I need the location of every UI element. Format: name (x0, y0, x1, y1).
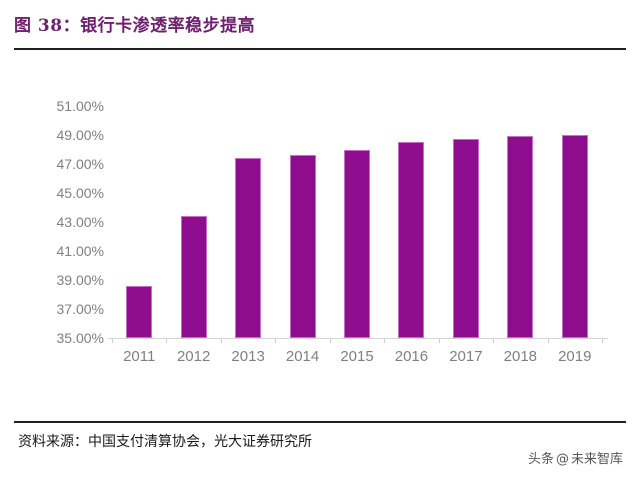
bar (289, 155, 316, 338)
x-axis-tick-label: 2018 (503, 348, 538, 365)
axis-tick-mark (220, 339, 222, 343)
axis-tick-mark (275, 339, 277, 343)
plot-area (112, 106, 602, 338)
axis-tick-mark (166, 339, 168, 343)
y-axis-tick-label: 51.00% (56, 98, 104, 114)
page-title: 图 38：银行卡渗透率稳步提高 (14, 16, 256, 36)
x-axis-tick-label: 2012 (176, 348, 211, 365)
axis-tick-mark (493, 339, 495, 343)
axis-tick-mark (384, 339, 386, 343)
source-text: 资料来源：中国支付清算协会，光大证券研究所 (18, 434, 312, 450)
axis-tick-mark (547, 339, 549, 343)
source-row: 资料来源：中国支付清算协会，光大证券研究所 (18, 430, 618, 460)
title-row: 图 38：银行卡渗透率稳步提高 (14, 14, 626, 44)
axis-tick-mark (438, 339, 440, 343)
y-axis-labels: 51.00% 49.00% 47.00% 45.00% 43.00% 41.00% 39.0… (36, 60, 104, 350)
x-axis-tick-label: 2017 (449, 348, 483, 365)
x-axis-tick-label: 2019 (558, 348, 592, 365)
y-axis-tick-label: 35.00% (56, 330, 104, 346)
bar (561, 135, 588, 338)
x-axis-labels: 2011 2012 2013 2014 2015 2016 2017 2018 2019 (112, 348, 602, 374)
x-axis-line (108, 338, 608, 339)
watermark-prefix: 头条 (527, 452, 554, 467)
watermark: 头条 @ 未来智库 (527, 448, 624, 467)
y-axis-tick-label: 47.00% (56, 156, 104, 172)
y-axis-tick-label: 39.00% (56, 272, 104, 288)
plot-wrapper: 51.00% 49.00% 47.00% 45.00% 43.00% 41.00% 39.0… (0, 60, 640, 405)
x-axis-tick-label: 2015 (340, 348, 374, 365)
bar (235, 158, 262, 338)
bar (507, 136, 534, 338)
bar (344, 149, 370, 338)
y-axis-tick-label: 37.00% (56, 301, 104, 317)
x-axis-tick-label: 2014 (285, 348, 320, 365)
axis-tick-mark (112, 339, 113, 343)
y-axis-tick-label: 49.00% (56, 127, 104, 143)
bar (398, 142, 425, 338)
watermark-name: 未来智库 (570, 452, 623, 467)
bar (452, 139, 479, 338)
watermark-badge-icon: @ (555, 452, 569, 467)
bar (180, 216, 207, 338)
y-axis-tick-label: 43.00% (56, 214, 104, 230)
x-axis-tick-label: 2016 (394, 348, 429, 365)
title-divider (14, 48, 626, 50)
axis-tick-mark (602, 339, 603, 343)
x-axis-tick-label: 2013 (231, 348, 265, 365)
y-axis-tick-label: 45.00% (56, 185, 104, 201)
footer-divider (14, 421, 626, 423)
axis-tick-mark (329, 339, 331, 343)
y-axis-tick-label: 41.00% (56, 243, 104, 259)
bar-series (112, 106, 602, 338)
bar (126, 285, 153, 338)
x-axis-tick-label: 2011 (123, 348, 156, 365)
